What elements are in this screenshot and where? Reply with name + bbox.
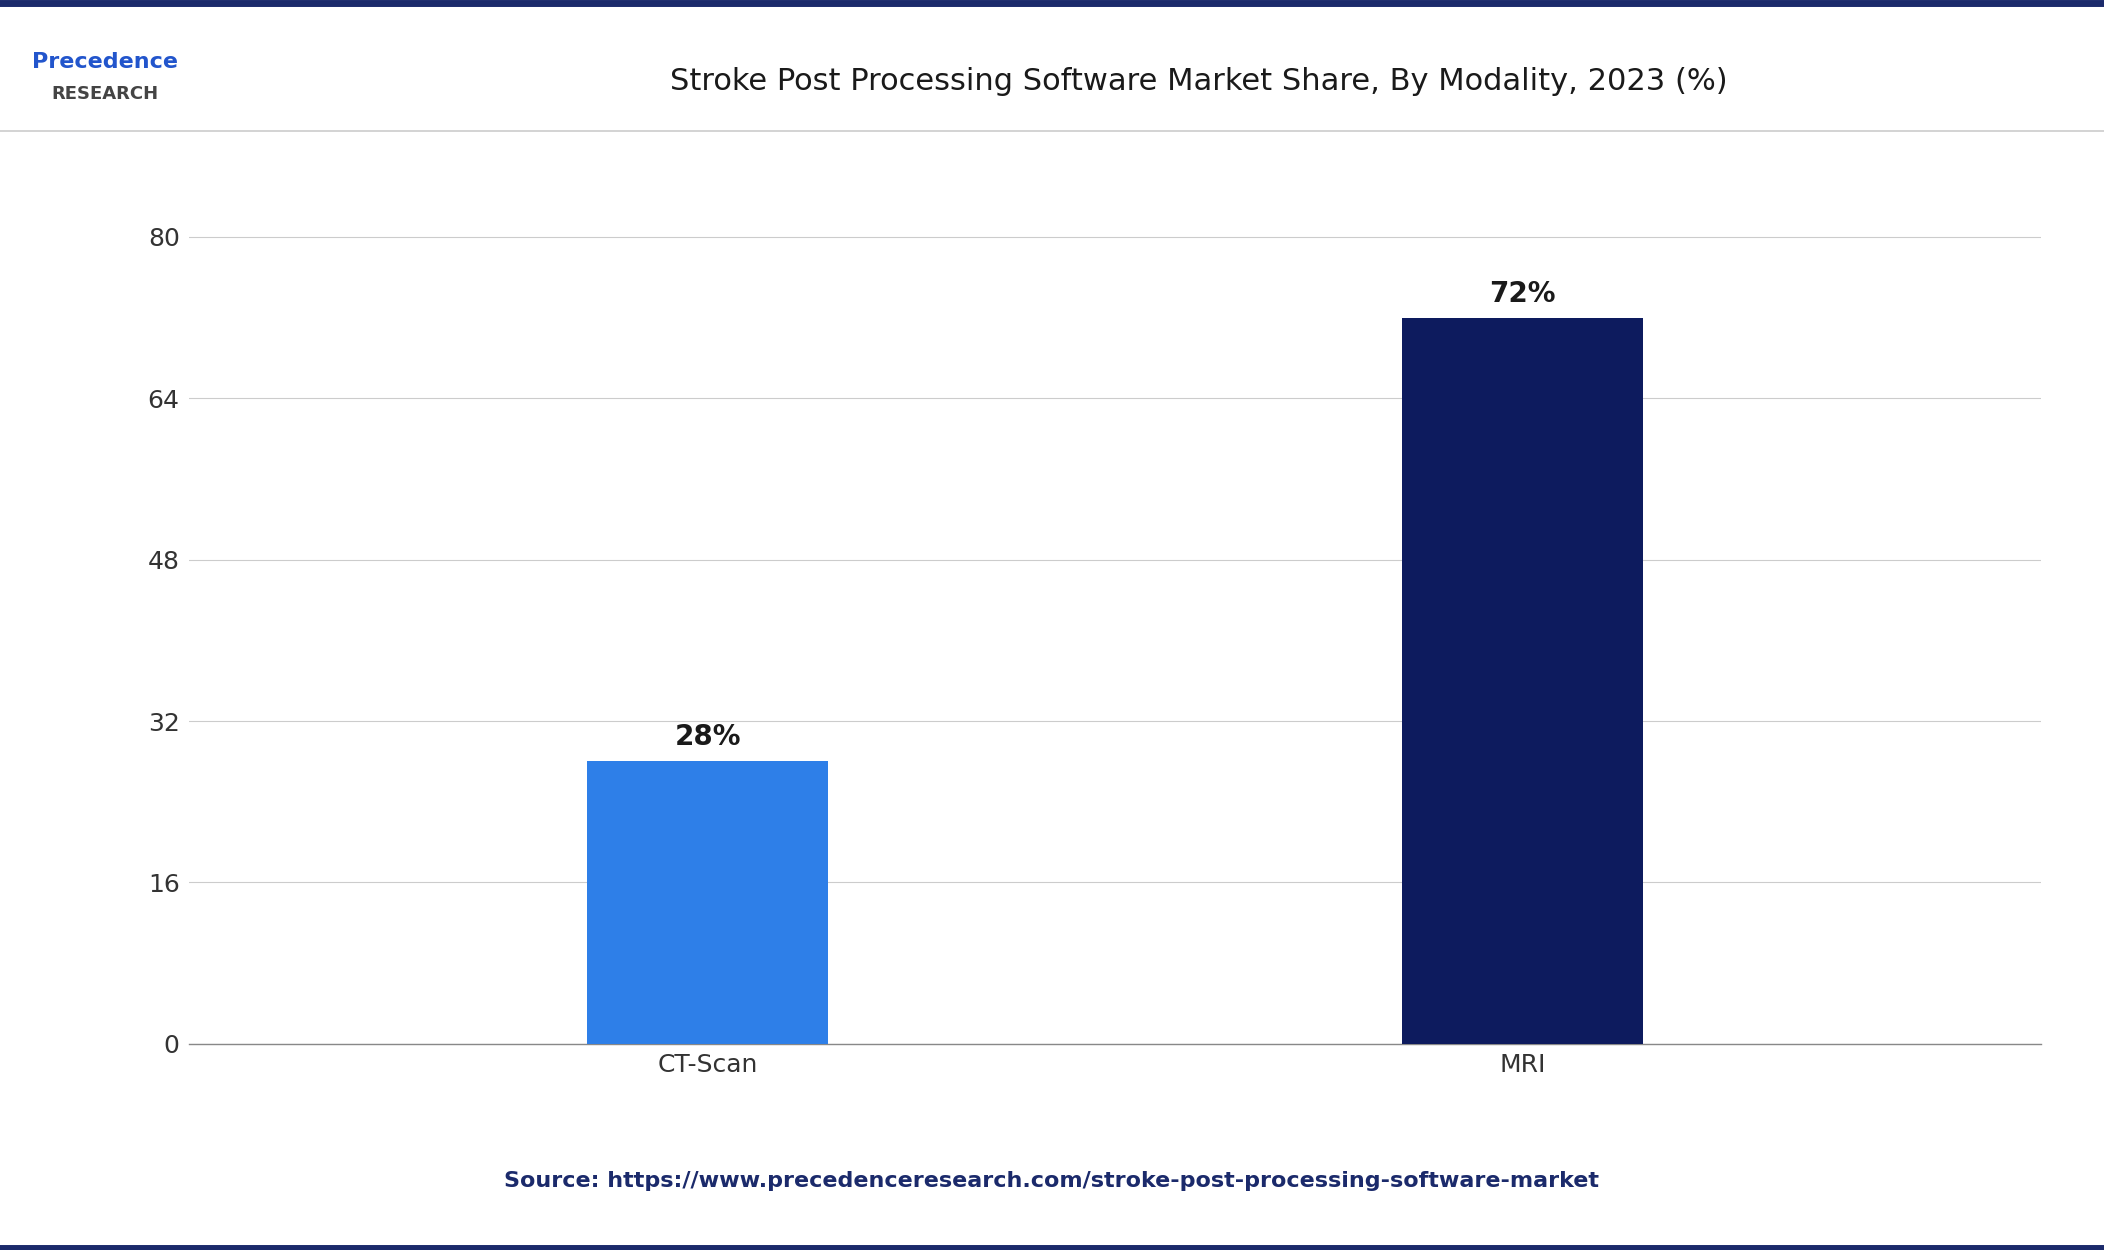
Text: Source: https://www.precedenceresearch.com/stroke-post-processing-software-marke: Source: https://www.precedenceresearch.c… bbox=[505, 1171, 1599, 1191]
Text: 72%: 72% bbox=[1490, 280, 1555, 308]
Text: Precedence: Precedence bbox=[32, 52, 179, 72]
Text: Stroke Post Processing Software Market Share, By Modality, 2023 (%): Stroke Post Processing Software Market S… bbox=[671, 66, 1727, 96]
Text: RESEARCH: RESEARCH bbox=[53, 85, 158, 102]
Bar bbox=[1401, 318, 1643, 1044]
Text: 28%: 28% bbox=[675, 724, 741, 751]
Bar bbox=[587, 761, 829, 1044]
